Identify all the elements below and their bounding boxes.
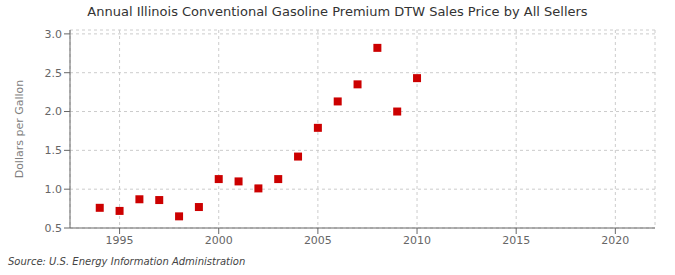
svg-text:1.5: 1.5 [45, 144, 63, 157]
svg-text:2.0: 2.0 [45, 105, 63, 118]
svg-text:1.0: 1.0 [45, 183, 63, 196]
svg-text:2020: 2020 [601, 234, 629, 247]
svg-text:2010: 2010 [403, 234, 431, 247]
svg-text:2005: 2005 [304, 234, 332, 247]
svg-text:2015: 2015 [502, 234, 530, 247]
svg-text:Dollars per Gallon: Dollars per Gallon [13, 80, 26, 179]
svg-text:1995: 1995 [106, 234, 134, 247]
html-text:Annual Illinois Conventional G: Annual Illinois Conventional Gasoline Pr… [87, 4, 588, 19]
svg-text:3.0: 3.0 [45, 28, 63, 41]
svg-text:0.5: 0.5 [45, 222, 63, 235]
svg-text:2000: 2000 [205, 234, 233, 247]
svg-text:2.5: 2.5 [45, 67, 63, 80]
html-text:Source: U.S. Energy Informatio: Source: U.S. Energy Information Administ… [8, 256, 246, 267]
